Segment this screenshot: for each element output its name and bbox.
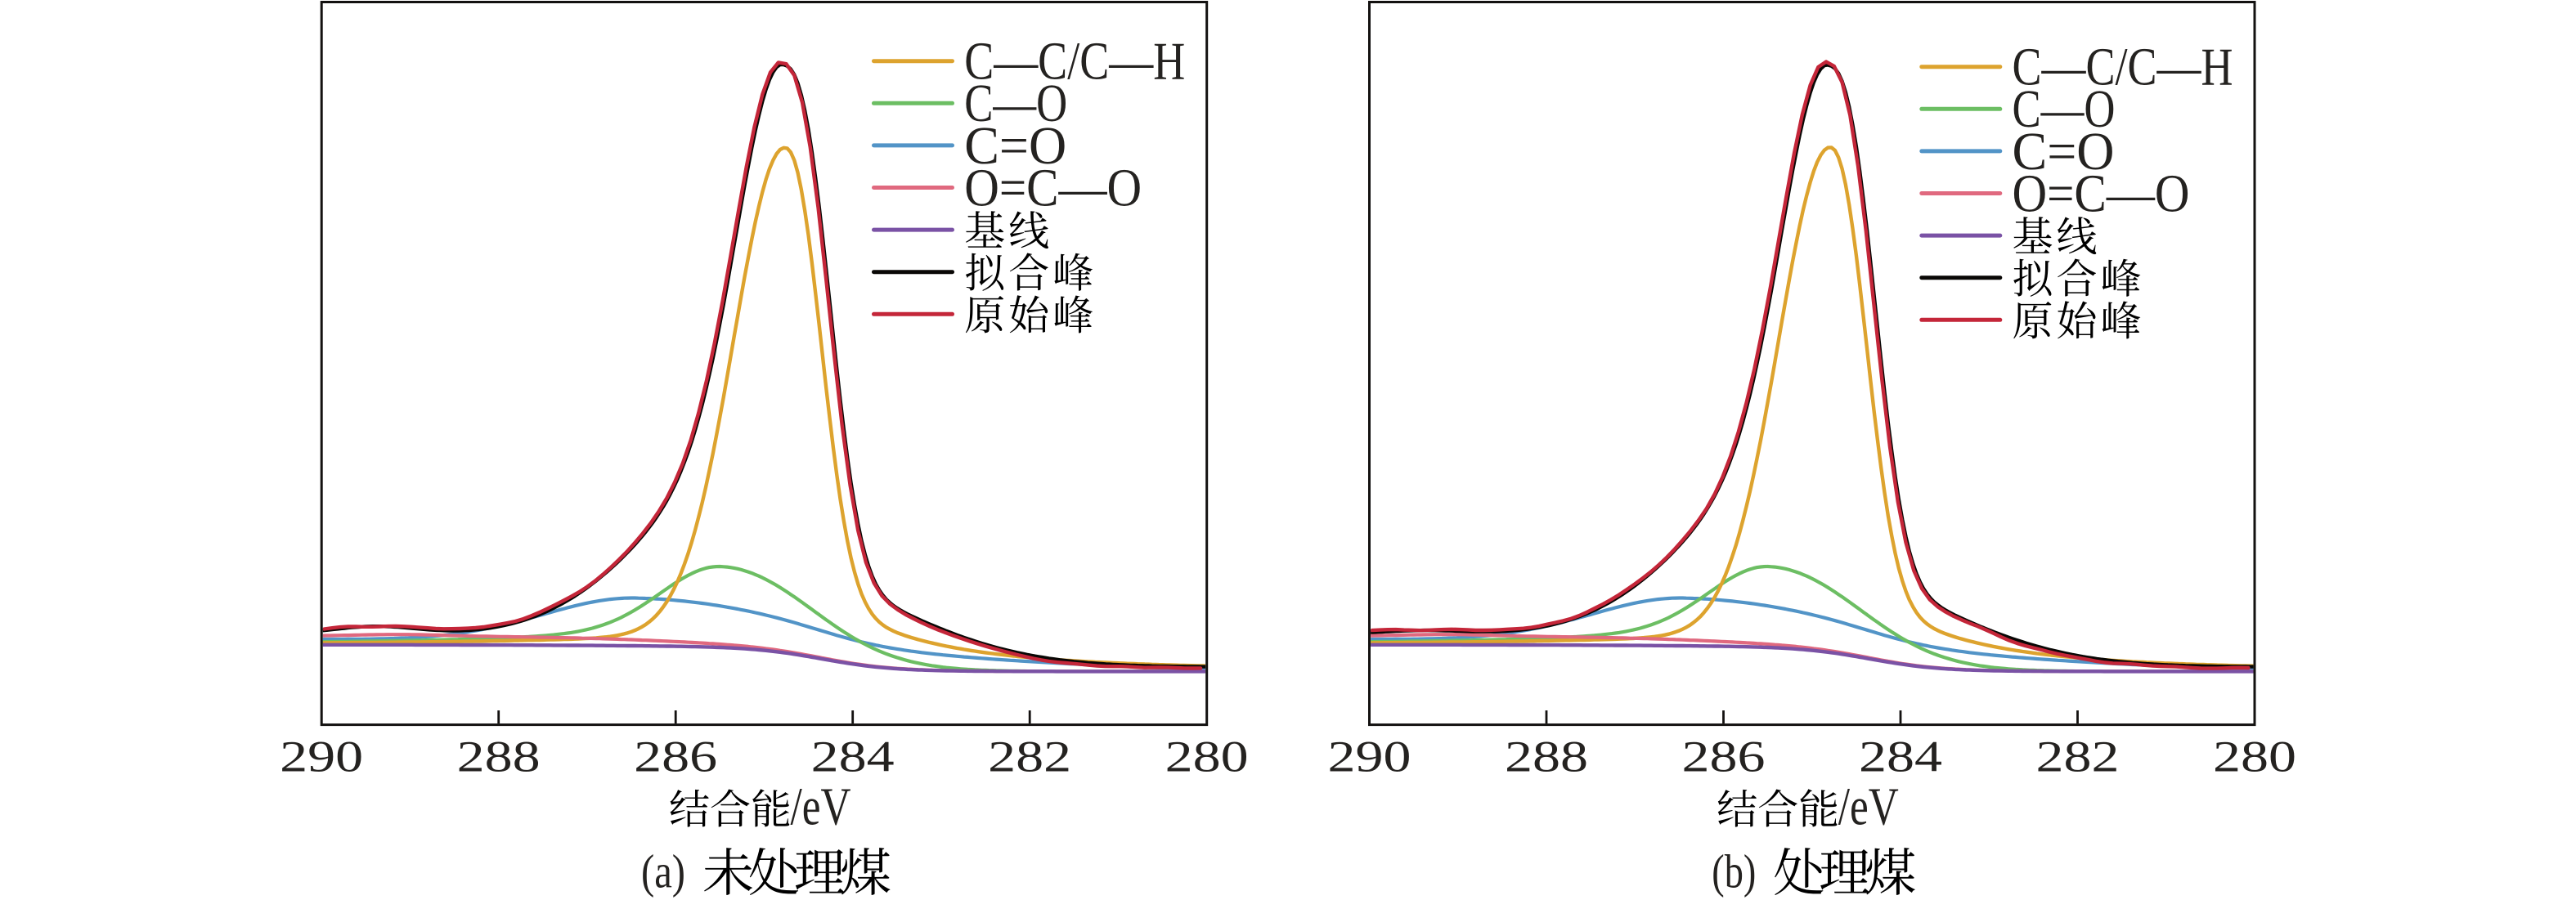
svg-text:280: 280 <box>2213 732 2296 781</box>
svg-text:O=C—O: O=C—O <box>2013 163 2190 223</box>
svg-text:C=O: C=O <box>2013 122 2115 181</box>
svg-text:C—O: C—O <box>2013 79 2116 139</box>
svg-text:280: 280 <box>1165 732 1249 781</box>
svg-text:288: 288 <box>1505 732 1588 781</box>
svg-text:282: 282 <box>988 732 1071 781</box>
svg-text:286: 286 <box>1682 732 1766 781</box>
svg-text:284: 284 <box>811 732 895 781</box>
svg-text:(a): (a) <box>641 845 685 898</box>
svg-text:/eV: /eV <box>1838 777 1899 837</box>
svg-text:284: 284 <box>1859 732 1942 781</box>
svg-text:C=O: C=O <box>964 116 1066 176</box>
svg-text:282: 282 <box>2036 732 2120 781</box>
svg-text:O=C—O: O=C—O <box>964 158 1142 217</box>
svg-text:290: 290 <box>280 732 363 781</box>
svg-text:C—C/C—H: C—C/C—H <box>2013 38 2233 97</box>
svg-text:C—C/C—H: C—C/C—H <box>964 32 1185 92</box>
svg-text:286: 286 <box>634 732 717 781</box>
svg-text:290: 290 <box>1328 732 1411 781</box>
svg-text:C—O: C—O <box>964 74 1067 133</box>
svg-text:288: 288 <box>457 732 541 781</box>
svg-text:(b): (b) <box>1712 845 1756 898</box>
svg-text:/eV: /eV <box>791 777 851 837</box>
